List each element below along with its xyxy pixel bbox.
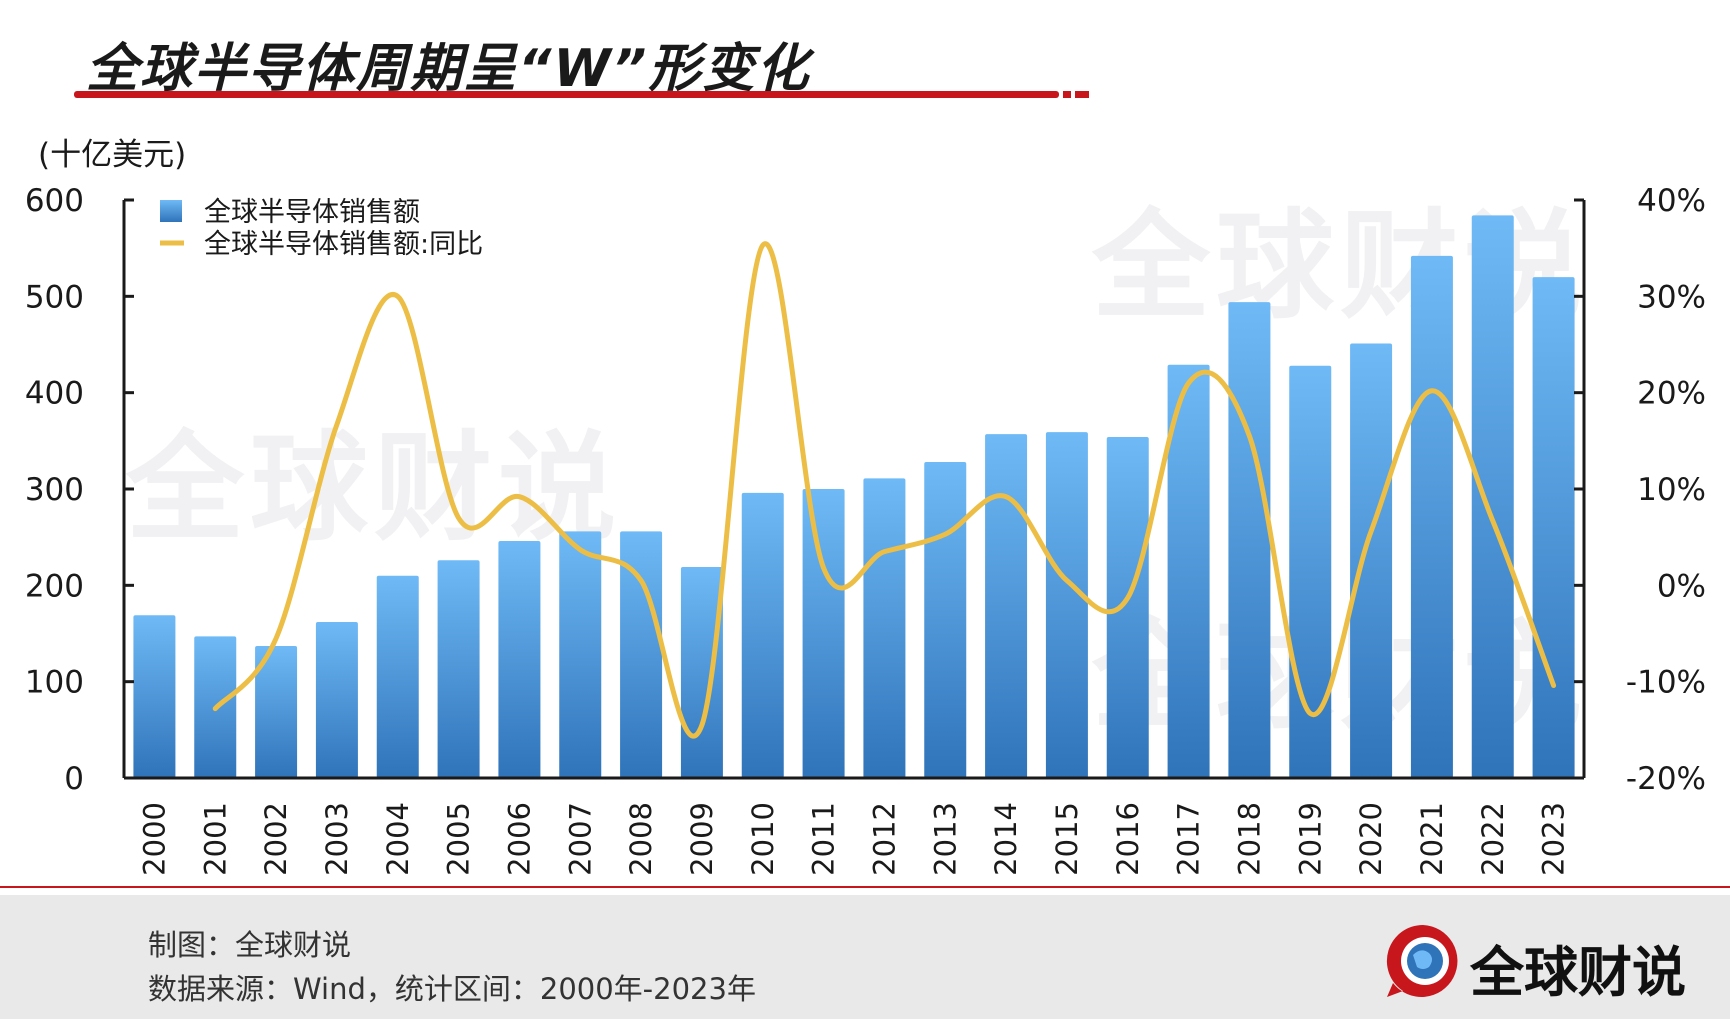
x-tick-label: 2016: [1111, 802, 1145, 876]
x-tick-label: 2022: [1476, 802, 1510, 876]
bar-2021: [1410, 255, 1453, 778]
x-tick-label: 2023: [1537, 802, 1571, 876]
bar-2007: [559, 531, 602, 778]
x-tick-label: 2019: [1293, 802, 1327, 876]
legend: 全球半导体销售额 全球半导体销售额:同比: [160, 197, 483, 260]
x-tick-label: 2009: [685, 802, 719, 876]
legend-line-label: 全球半导体销售额:同比: [204, 229, 483, 260]
bar-2002: [255, 646, 298, 778]
x-tick-label: 2005: [442, 802, 476, 876]
bars-layer: [133, 215, 1575, 778]
bar-2014: [985, 434, 1028, 778]
title-underline: [74, 91, 1059, 98]
y-tick-label: 500: [25, 279, 84, 315]
y2-tick-label: 40%: [1637, 183, 1706, 219]
y-tick-label: 600: [25, 183, 84, 219]
y2-tick-label: 30%: [1637, 279, 1706, 315]
footer-maker: 制图：全球财说: [148, 928, 352, 962]
bar-2005: [437, 560, 480, 778]
x-tick-label: 2017: [1172, 802, 1206, 876]
y-tick-label: 0: [64, 761, 84, 797]
bar-2017: [1167, 364, 1210, 778]
x-tick-label: 2020: [1354, 802, 1388, 876]
bar-2000: [133, 615, 176, 778]
bar-2006: [498, 541, 541, 778]
y-tick-label: 300: [25, 472, 84, 508]
y2-tick-label: 10%: [1637, 472, 1706, 508]
y2-tick-label: -10%: [1626, 665, 1706, 701]
chart: 0 100 200 300 400 500 600 -20% -10% 0% 10% 20% 30% 40…: [25, 137, 1706, 876]
x-tick-label: 2000: [137, 802, 171, 876]
y2-tick-label: 0%: [1657, 568, 1706, 604]
x-tick-label: 2007: [563, 802, 597, 876]
bar-2016: [1106, 436, 1149, 778]
y-tick-label: 400: [25, 376, 84, 412]
x-tick-label: 2021: [1415, 802, 1449, 876]
x-tick-label: 2006: [502, 802, 536, 876]
legend-bar-swatch: [160, 200, 182, 222]
bar-2018: [1228, 302, 1271, 778]
x-tick-label: 2004: [381, 802, 415, 876]
y-tick-label: 200: [25, 568, 84, 604]
x-tick-label: 2015: [1050, 802, 1084, 876]
x-tick-label: 2003: [320, 802, 354, 876]
line-layer: [212, 241, 1557, 739]
title-underline-dash: [1075, 91, 1089, 98]
bar-2023: [1532, 277, 1575, 778]
x-tick-label: 2010: [746, 802, 780, 876]
brand-name: 全球财说: [1470, 941, 1686, 1004]
x-tick-label: 2013: [928, 802, 962, 876]
watermark: 全球财说: [126, 419, 623, 557]
bar-2019: [1289, 365, 1332, 778]
bar-2013: [924, 462, 967, 778]
x-tick-label: 2002: [259, 802, 293, 876]
page-title: 全球半导体周期呈“W”形变化: [86, 39, 811, 99]
bar-2022: [1471, 215, 1514, 778]
bar-2015: [1045, 432, 1088, 778]
legend-bar-label: 全球半导体销售额: [204, 197, 420, 228]
bar-2011: [802, 489, 845, 778]
y-tick-label: 100: [25, 665, 84, 701]
bar-2003: [315, 621, 358, 778]
footer-source: 数据来源：Wind，统计区间：2000年-2023年: [148, 972, 756, 1006]
x-tick-label: 2011: [807, 802, 841, 876]
y2-tick-label: -20%: [1626, 761, 1706, 797]
bar-2009: [680, 567, 723, 778]
x-tick-label: 2018: [1232, 802, 1266, 876]
bar-2012: [863, 478, 906, 778]
x-tick-label: 2012: [867, 802, 901, 876]
axes-layer: 0 100 200 300 400 500 600 -20% -10% 0% 10% 20% 30% 40…: [25, 183, 1706, 876]
bar-2004: [376, 575, 419, 778]
x-tick-label: 2008: [624, 802, 658, 876]
title-underline-dash: [1063, 91, 1071, 98]
bar-2008: [620, 531, 663, 778]
x-tick-label: 2014: [989, 802, 1023, 876]
bar-2020: [1350, 343, 1393, 778]
footer-divider: [0, 886, 1730, 888]
y-axis-label: (十亿美元): [38, 137, 186, 173]
brand-logo-icon: [1386, 924, 1458, 997]
y2-tick-label: 20%: [1637, 376, 1706, 412]
yoy-line: [212, 241, 1557, 739]
bar-2010: [741, 492, 784, 778]
x-tick-label: 2001: [198, 802, 232, 876]
